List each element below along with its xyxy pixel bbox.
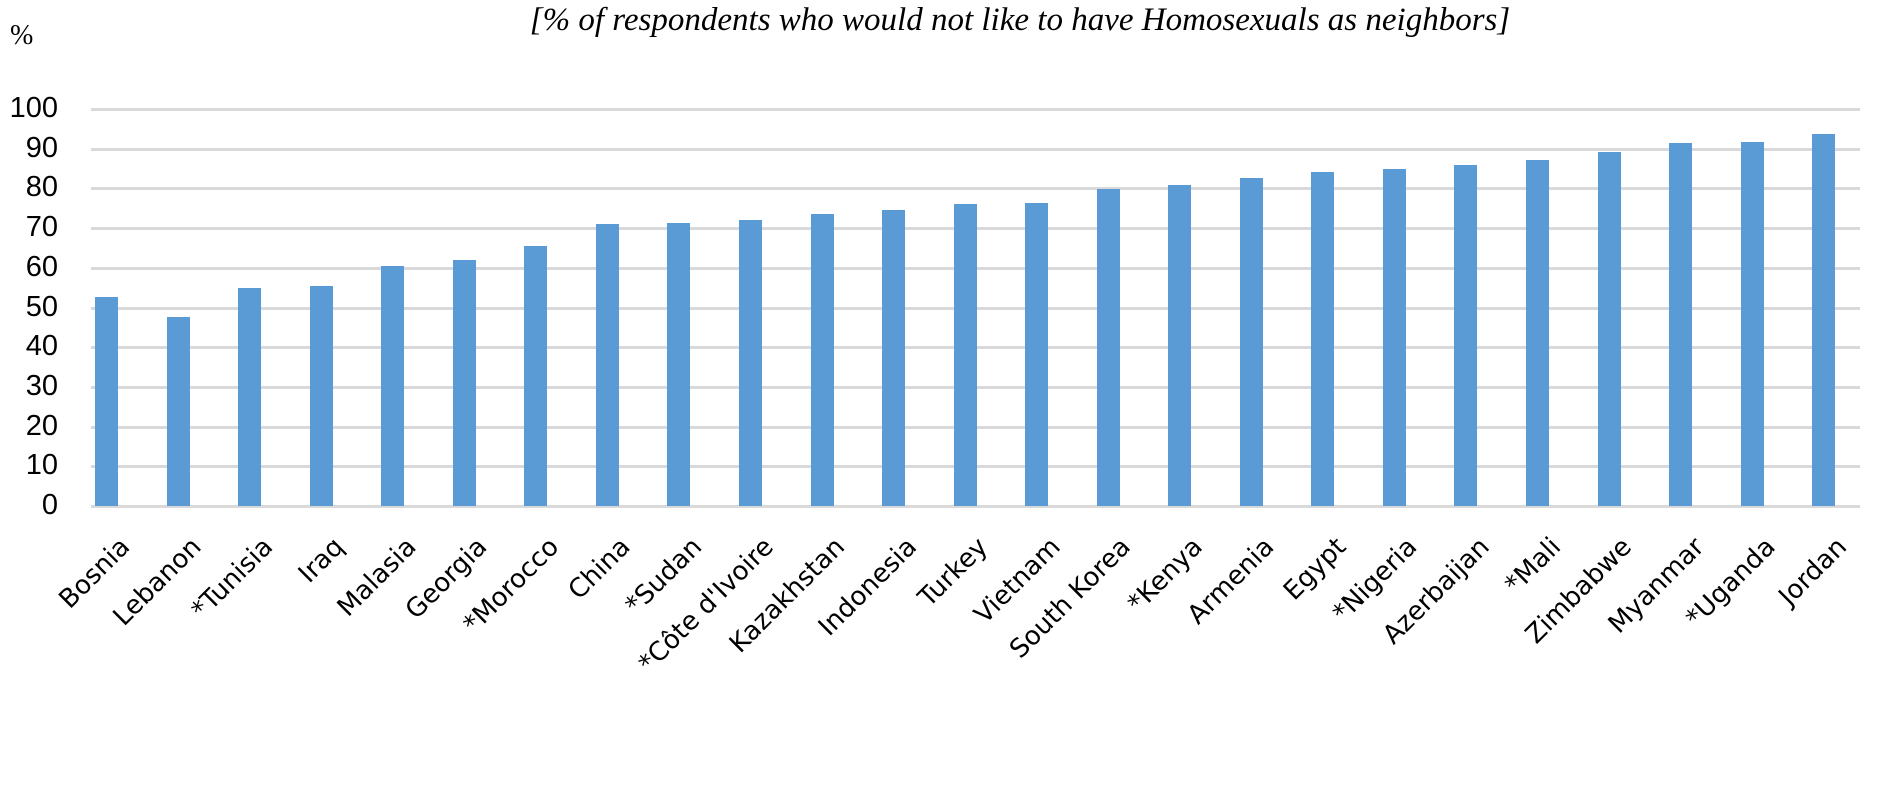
bar [1382,169,1406,506]
bar [1311,171,1335,506]
bar [1740,141,1764,506]
bar [882,210,906,506]
bar [309,286,333,506]
bar [667,223,691,506]
bar [1096,189,1120,506]
bar [1526,160,1549,506]
y-tick-label: 30 [25,369,58,402]
y-tick-label: 80 [25,171,58,204]
gridline [91,147,1860,151]
bar [1454,164,1478,506]
y-tick-label: 90 [25,131,58,164]
y-tick-label: 50 [25,290,58,323]
bar [524,246,548,506]
y-tick-label: 40 [25,330,58,363]
y-tick-label: 20 [25,409,58,442]
bar [1025,203,1049,506]
gridline [91,505,1860,508]
chart-title: [% of respondents who would not like to … [529,2,1511,38]
bar [738,220,762,506]
bar [95,297,118,506]
bar [810,214,834,506]
y-tick-label: 60 [25,250,58,283]
y-tick-label: 70 [25,211,58,244]
y-axis-unit-label: % [10,20,34,51]
bar [1597,151,1621,506]
bar [238,287,262,506]
gridline [91,187,1860,191]
bar [1168,185,1192,506]
bar [166,316,190,506]
y-tick-label: 0 [41,489,58,521]
y-tick-label: 10 [25,449,58,482]
x-tick-label: *Mali [1498,532,1567,600]
x-tick-label: Iraq [293,532,351,590]
bar [1812,133,1836,506]
bar [953,204,977,506]
bar [595,224,619,506]
bar [452,259,476,506]
bar [1239,178,1263,506]
gridline [91,108,1860,111]
bar [1669,143,1693,506]
x-tick-label: Jordan [1772,532,1853,612]
y-tick-label: 100 [9,92,58,124]
bar [381,265,405,506]
